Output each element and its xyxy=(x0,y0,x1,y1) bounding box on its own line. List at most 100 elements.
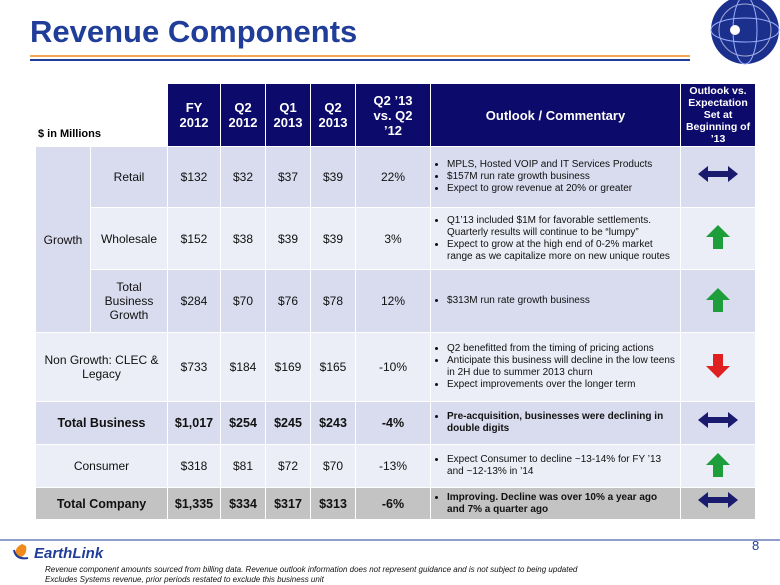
column-header: Q2 2012 xyxy=(220,83,267,147)
value-cell: $32 xyxy=(220,146,267,208)
outlook-arrow xyxy=(706,225,731,249)
value-cell: $76 xyxy=(265,269,312,333)
value-cell: 3% xyxy=(355,207,432,270)
commentary-item: Improving. Decline was over 10% a year a… xyxy=(447,492,676,516)
commentary-item: $313M run rate growth business xyxy=(447,295,676,307)
commentary-item: Expect to grow at the high end of 0-2% m… xyxy=(447,239,676,263)
commentary: Q2 benefitted from the timing of pricing… xyxy=(430,332,682,402)
row-label: Total Company xyxy=(34,487,169,520)
outlook-arrow xyxy=(698,411,739,428)
value-cell: -13% xyxy=(355,444,432,488)
commentary: Expect Consumer to decline ~13-14% for F… xyxy=(430,444,682,488)
row-label: Total Business Growth xyxy=(89,269,169,333)
value-cell: $81 xyxy=(220,444,267,488)
commentary-list: Expect Consumer to decline ~13-14% for F… xyxy=(435,454,676,478)
header-row: $ in Millions FY 2012 Q2 2012 Q1 2013 Q2 20… xyxy=(34,83,757,147)
value-cell: $70 xyxy=(310,444,357,488)
commentary-item: Expect improvements over the longer term xyxy=(447,379,676,391)
value-cell: $254 xyxy=(220,401,267,445)
commentary-list: Pre-acquisition, businesses were declini… xyxy=(435,411,676,435)
page-number: 8 xyxy=(752,538,759,553)
value-cell: $313 xyxy=(310,487,357,520)
table-row: Non Growth: CLEC & Legacy $733 $184 $169 $16… xyxy=(34,332,757,402)
footer-graphics: EarthLink 8 xyxy=(0,538,780,562)
globe xyxy=(710,0,780,65)
value-cell: $37 xyxy=(265,146,312,208)
outlook-arrow xyxy=(698,165,739,182)
value-cell: $70 xyxy=(220,269,267,333)
outlook-icon-cell xyxy=(680,332,757,402)
commentary: Pre-acquisition, businesses were declini… xyxy=(430,401,682,445)
column-header: Q2 ’13 vs. Q2 ’12 xyxy=(355,83,432,147)
value-cell: $184 xyxy=(220,332,267,402)
table-row: Consumer$318$81$72$70-13% Expect Consumer… xyxy=(34,444,757,488)
outlook-icon-cell xyxy=(680,444,757,488)
row-label: Total Business xyxy=(34,401,169,445)
column-header: Outlook vs. Expectation Set at Beginning… xyxy=(680,83,757,147)
commentary-item: MPLS, Hosted VOIP and IT Services Produc… xyxy=(447,159,676,171)
value-cell: $334 xyxy=(220,487,267,520)
commentary-item: Q1’13 included $1M for favorable settlem… xyxy=(447,215,676,239)
value-cell: $38 xyxy=(220,207,267,270)
outlook-arrow xyxy=(706,452,731,477)
footnote: Excludes Systems revenue, prior periods … xyxy=(45,575,324,584)
value-cell: -4% xyxy=(355,401,432,445)
value-cell: $245 xyxy=(265,401,312,445)
outlook-icon-cell xyxy=(680,146,757,208)
value-cell: $733 xyxy=(167,332,222,402)
value-cell: $318 xyxy=(167,444,222,488)
value-cell: $317 xyxy=(265,487,312,520)
column-header: Q2 2013 xyxy=(310,83,357,147)
value-cell: $132 xyxy=(167,146,222,208)
row-label: Consumer xyxy=(34,444,169,488)
value-cell: 12% xyxy=(355,269,432,333)
table-row: Wholesale$152$38$39$393%Q1’13 included $… xyxy=(35,207,757,270)
title-decoration xyxy=(30,0,780,65)
slide-title: Revenue Components xyxy=(30,14,358,49)
units-label: $ in Millions xyxy=(34,83,169,147)
commentary-list: Improving. Decline was over 10% a year a… xyxy=(435,492,676,516)
value-cell: $169 xyxy=(265,332,312,402)
value-cell: $39 xyxy=(310,207,357,270)
outlook-arrow xyxy=(706,353,731,378)
commentary-item: Anticipate this business will decline in… xyxy=(447,355,676,379)
value-cell: $1,335 xyxy=(167,487,222,520)
commentary-item: $157M run rate growth business xyxy=(447,171,676,183)
value-cell: -10% xyxy=(355,332,432,402)
commentary-item: Pre-acquisition, businesses were declini… xyxy=(447,411,676,435)
column-header: Q1 2013 xyxy=(265,83,312,147)
commentary: Q1’13 included $1M for favorable settlem… xyxy=(430,207,682,270)
logo-mark xyxy=(13,544,29,560)
commentary-item: Q2 benefitted from the timing of pricing… xyxy=(447,343,676,355)
commentary-item: Expect Consumer to decline ~13-14% for F… xyxy=(447,454,676,478)
value-cell: $78 xyxy=(310,269,357,333)
commentary-list: Q2 benefitted from the timing of pricing… xyxy=(435,343,676,391)
column-header: FY 2012 xyxy=(167,83,222,147)
commentary-item: Expect to grow revenue at 20% or greater xyxy=(447,183,676,195)
commentary-list: MPLS, Hosted VOIP and IT Services Produc… xyxy=(435,159,676,195)
revenue-table: $ in Millions FY 2012 Q2 2012 Q1 2013 Q2 20… xyxy=(34,83,757,520)
value-cell: $1,017 xyxy=(167,401,222,445)
value-cell: $165 xyxy=(310,332,357,402)
commentary-list: Q1’13 included $1M for favorable settlem… xyxy=(435,215,676,263)
table-row: Total Company$1,335$334$317$313-6% Improv… xyxy=(34,487,757,520)
value-cell: $39 xyxy=(310,146,357,208)
value-cell: $243 xyxy=(310,401,357,445)
commentary-list: $313M run rate growth business xyxy=(435,295,676,307)
commentary: Improving. Decline was over 10% a year a… xyxy=(430,487,682,520)
column-header: Outlook / Commentary xyxy=(430,83,682,147)
outlook-icon-cell xyxy=(680,269,757,333)
value-cell: $39 xyxy=(265,207,312,270)
row-label: Retail xyxy=(89,146,169,208)
value-cell: $152 xyxy=(167,207,222,270)
value-cell: $284 xyxy=(167,269,222,333)
group-label: Growth xyxy=(35,146,91,333)
value-cell: -6% xyxy=(355,487,432,520)
value-cell: 22% xyxy=(355,146,432,208)
row-label: Wholesale xyxy=(89,207,169,270)
logo-text: EarthLink xyxy=(34,545,104,562)
commentary: $313M run rate growth business xyxy=(430,269,682,333)
